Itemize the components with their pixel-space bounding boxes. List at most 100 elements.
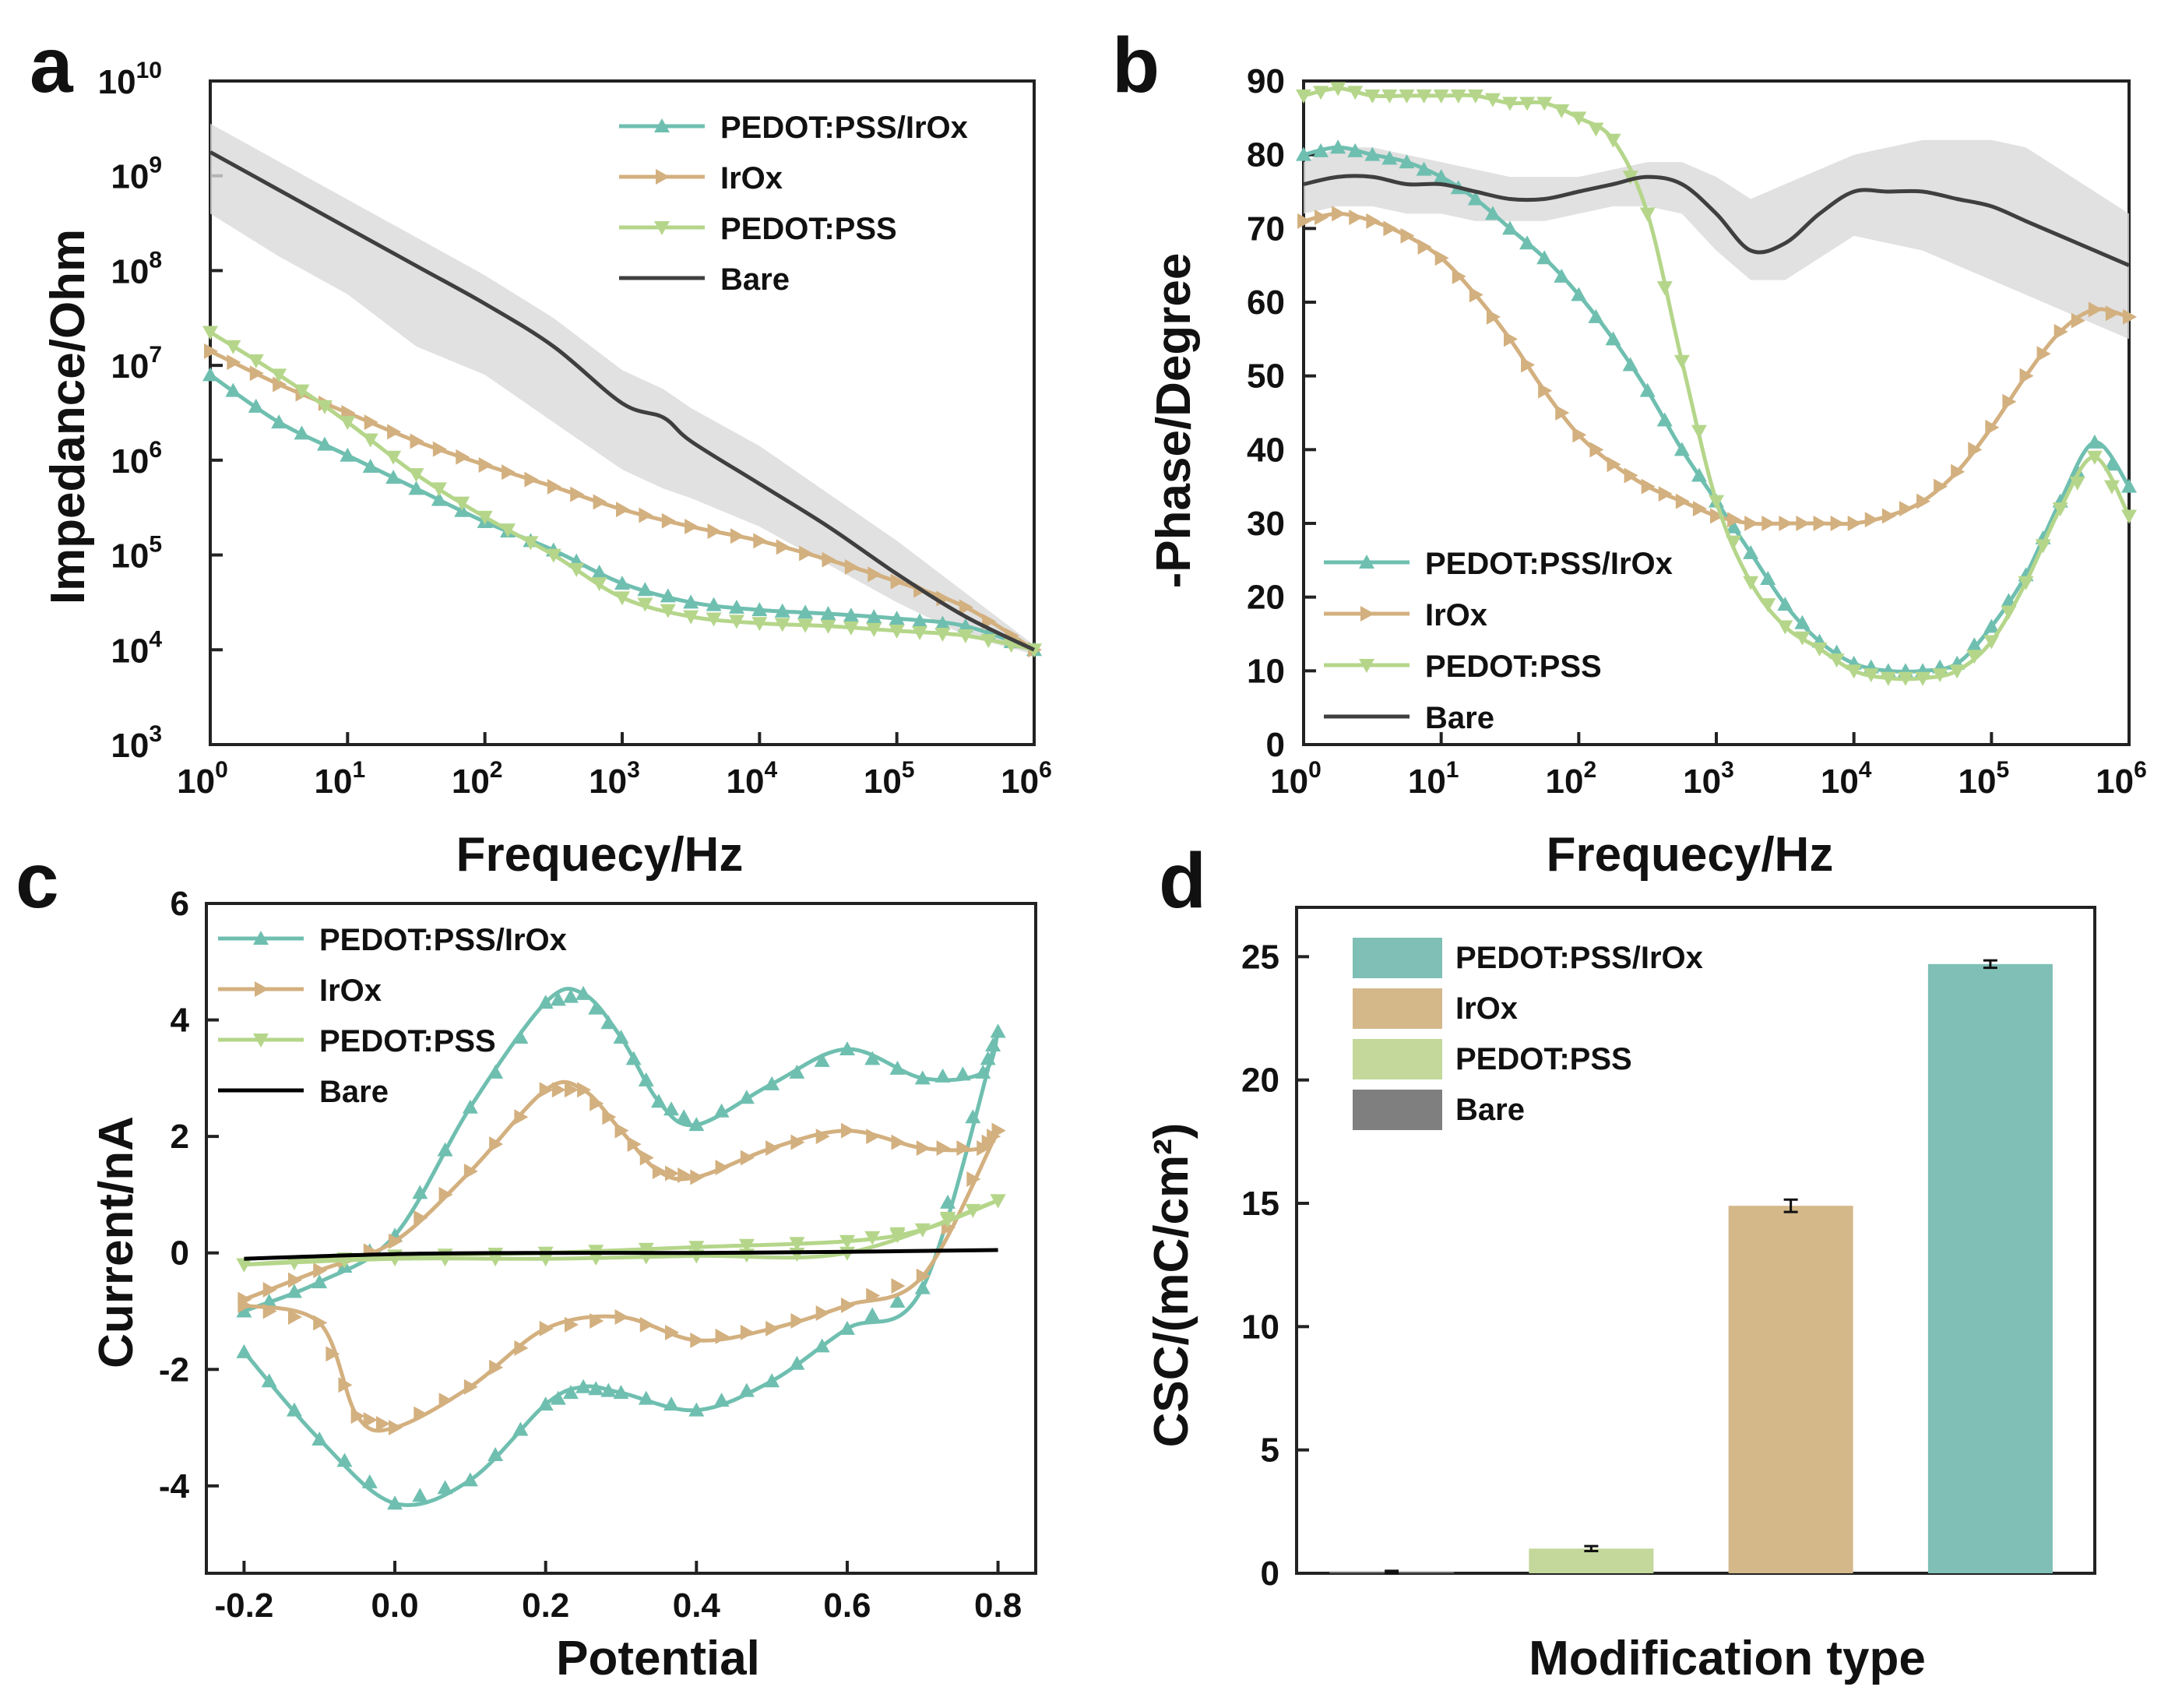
panel-b-data-point — [1656, 412, 1673, 427]
panel-b-data-point — [1381, 89, 1398, 104]
panel-b-data-point — [1433, 89, 1449, 104]
panel-c-data-point — [866, 1287, 881, 1304]
panel-a-data-point — [639, 507, 653, 523]
panel-label-c: c — [16, 837, 59, 924]
panel-a-data-point — [751, 617, 768, 632]
panel-c-data-point — [690, 1332, 705, 1348]
panel-b-xlabel: Frequecy/Hz — [1547, 828, 1834, 882]
panel-a-data-point — [774, 618, 790, 632]
panel-c-data-point — [789, 1355, 805, 1370]
panel-a-x-tick-label: 101 — [315, 757, 366, 801]
panel-a-data-point — [432, 441, 447, 457]
panel-a-legend-label: PEDOT:PSS/IrOx — [720, 111, 968, 145]
panel-c-data-point — [715, 1160, 730, 1176]
panel-c-data-point — [652, 1164, 667, 1179]
panel-a-data-point — [912, 625, 928, 640]
panel-a-data-point — [202, 367, 218, 382]
panel-b-data-point — [1571, 287, 1587, 301]
panel-c-data-point — [588, 1381, 604, 1396]
panel-a-data-point — [868, 566, 882, 583]
panel-c-data-point — [236, 1258, 252, 1273]
panel-c-legend-label: IrOx — [319, 974, 382, 1008]
panel-c-data-point — [676, 1109, 692, 1124]
panel-d-legend-label: Bare — [1455, 1093, 1525, 1127]
panel-c-data-point — [839, 1041, 855, 1055]
panel-a-legend-label: Bare — [720, 262, 790, 297]
panel-a-data-point — [340, 416, 356, 431]
panel-a-data-point — [248, 354, 264, 369]
panel-b-data-point — [1538, 382, 1553, 399]
panel-b-legend-label: IrOx — [1425, 598, 1487, 632]
panel-a-data-point — [385, 450, 402, 465]
panel-a-data-point — [685, 519, 699, 535]
panel-d-xlabel: Modification type — [1529, 1632, 1926, 1685]
panel-b-data-point — [2086, 450, 2103, 465]
panel-c-data-point — [463, 1164, 478, 1179]
panel-a-data-point — [431, 491, 447, 506]
panel-c-data-point — [916, 1140, 931, 1157]
panel-c-data-point — [311, 1432, 328, 1446]
panel-c-data-point — [350, 1408, 365, 1425]
panel-c-data-point — [613, 1030, 629, 1044]
panel-b-data-point — [2121, 509, 2137, 524]
panel-b-x-tick-label: 105 — [1959, 757, 2010, 801]
panel-c-x-tick-label: 0.2 — [522, 1587, 569, 1625]
panel-b-data-point — [1760, 598, 1776, 613]
panel-b-y-tick-label: 30 — [1247, 505, 1285, 543]
panel-a-data-point — [616, 502, 630, 518]
panel-c-data-point — [414, 1406, 428, 1422]
panel-b-data-point — [1830, 516, 1845, 531]
panel-b-ylabel: -Phase/Degree — [1147, 253, 1201, 589]
panel-a-x-tick-label: 105 — [864, 757, 915, 801]
panel-a-data-point — [820, 606, 836, 621]
panel-a-data-point — [797, 618, 814, 633]
panel-c-data-point — [936, 1140, 951, 1157]
panel-c-data-point — [764, 1076, 780, 1090]
panel-b-data-point — [1486, 308, 1501, 325]
panel-a-data-point — [730, 528, 744, 544]
panel-b-data-point — [1673, 354, 1690, 369]
panel-a-y-tick-label: 105 — [111, 532, 162, 576]
panel-d-ylabel: CSC/(mC/cm²) — [1145, 1123, 1198, 1448]
panel-b-data-point — [2103, 456, 2120, 471]
panel-c-data-point — [840, 1298, 855, 1313]
panel-c-series-line — [244, 1199, 999, 1267]
panel-c-data-point — [588, 1251, 604, 1266]
panel-b-data-point — [1400, 227, 1415, 244]
panel-c-data-point — [665, 1165, 680, 1182]
panel-a-data-point — [660, 588, 676, 603]
panel-a-data-point — [660, 604, 676, 618]
panel-c-data-point — [551, 1082, 566, 1098]
panel-b-y-tick-label: 60 — [1247, 283, 1285, 322]
panel-b-data-point — [1519, 97, 1536, 111]
panel-a-legend-marker — [654, 221, 670, 235]
panel-a-data-point — [547, 478, 561, 495]
panel-c-data-point — [688, 1241, 705, 1255]
panel-b-y-tick-label: 90 — [1247, 62, 1285, 100]
panel-c-data-point — [363, 1412, 378, 1428]
panel-b-data-point — [2069, 476, 2085, 491]
panel-c-x-tick-label: 0.6 — [823, 1587, 871, 1625]
panel-a-ylabel: Impedance/Ohm — [41, 229, 95, 604]
panel-b-data-point — [1692, 501, 1707, 517]
panel-b-data-point — [1416, 89, 1432, 104]
panel-a-data-point — [912, 613, 928, 628]
panel-b-data-point — [1691, 467, 1707, 482]
panel-b-data-point — [1399, 89, 1415, 104]
panel-b-data-point — [1639, 207, 1656, 222]
panel-b-legend-marker — [1359, 659, 1374, 673]
panel-a-data-point — [707, 523, 722, 540]
panel-a-data-point — [225, 340, 241, 354]
panel-c-ylabel: Current/nA — [90, 1116, 143, 1368]
panel-c-data-point — [236, 1303, 252, 1318]
panel-d-y-tick-label: 25 — [1241, 938, 1279, 976]
panel-c-data-point — [286, 1402, 302, 1417]
panel-b-data-point — [1469, 287, 1483, 303]
panel-c-data-point — [577, 1082, 592, 1098]
panel-d-y-tick-label: 20 — [1241, 1062, 1279, 1100]
panel-a-xlabel: Frequecy/Hz — [456, 828, 744, 882]
panel-c-y-tick-label: 2 — [171, 1118, 189, 1156]
panel-b-data-point — [1779, 516, 1793, 531]
panel-b-data-point — [1983, 635, 2000, 650]
panel-a-data-point — [797, 604, 814, 619]
